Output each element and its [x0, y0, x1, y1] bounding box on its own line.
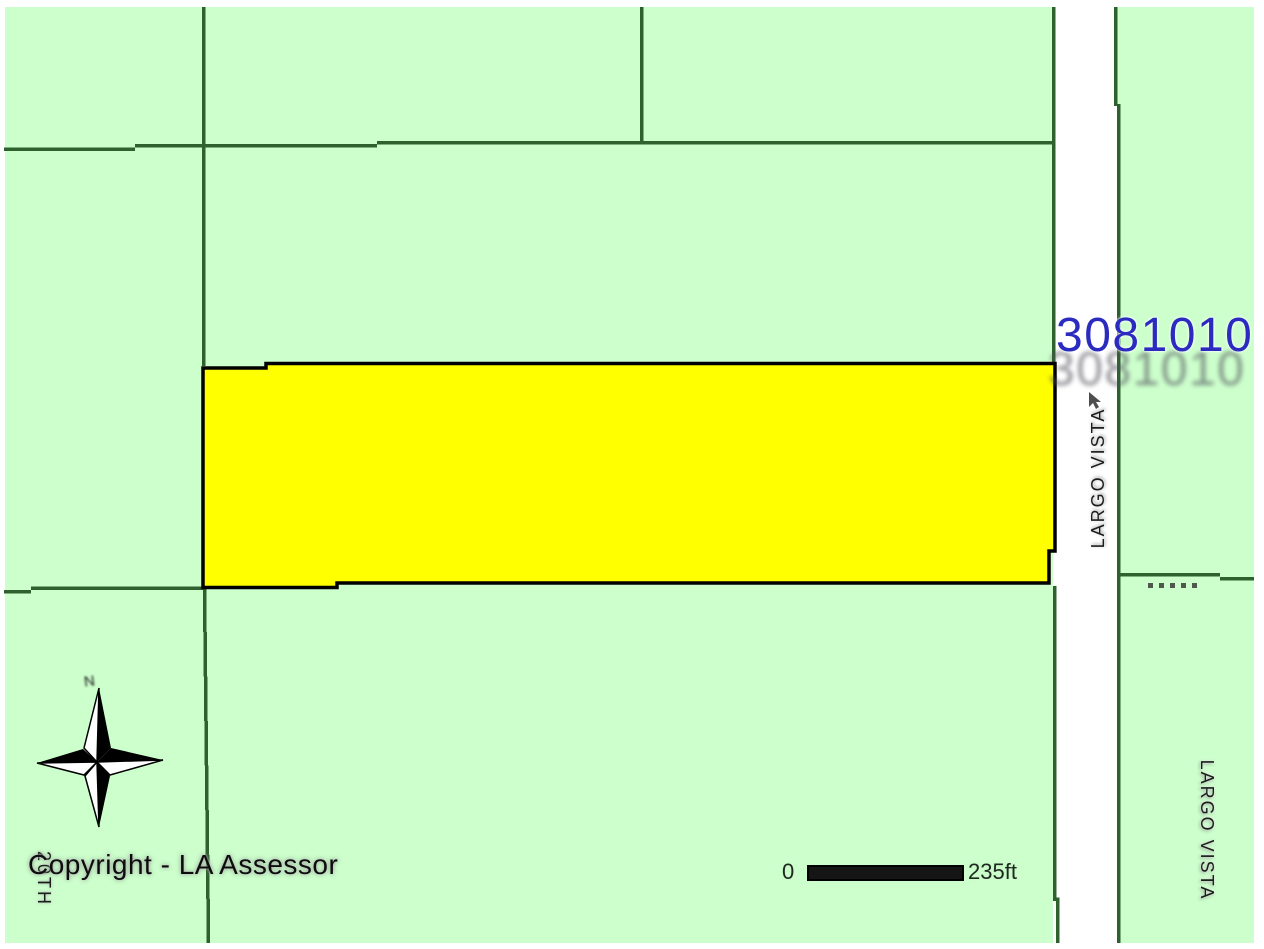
compass-rose-icon: [36, 687, 164, 828]
road-largo-vista: [1053, 7, 1117, 943]
street-label-largo-vista-road: LARGO VISTA: [1088, 407, 1108, 549]
scale-start-label: 0: [782, 859, 795, 884]
boundary-line: [202, 586, 211, 944]
street-label-largo-vista-right: LARGO VISTA: [1197, 759, 1217, 901]
road-left-edge: [1052, 586, 1060, 943]
selected-parcel-3081010[interactable]: [201, 361, 1057, 590]
copyright-text: Copyright - LA Assessor: [28, 849, 339, 880]
dotted-boundary-marks: [1148, 583, 1197, 588]
cursor-arrow-icon: [1089, 392, 1101, 409]
scale-end-label: 235ft: [968, 859, 1017, 884]
parcel-boundary-lines: [4, 7, 1254, 944]
parcel-id-ghost-label: 3081010: [1048, 343, 1246, 396]
parcel-id-label: 3081010: [1056, 309, 1254, 362]
scale-bar: [807, 865, 964, 881]
compass-north-label: N: [82, 672, 96, 691]
